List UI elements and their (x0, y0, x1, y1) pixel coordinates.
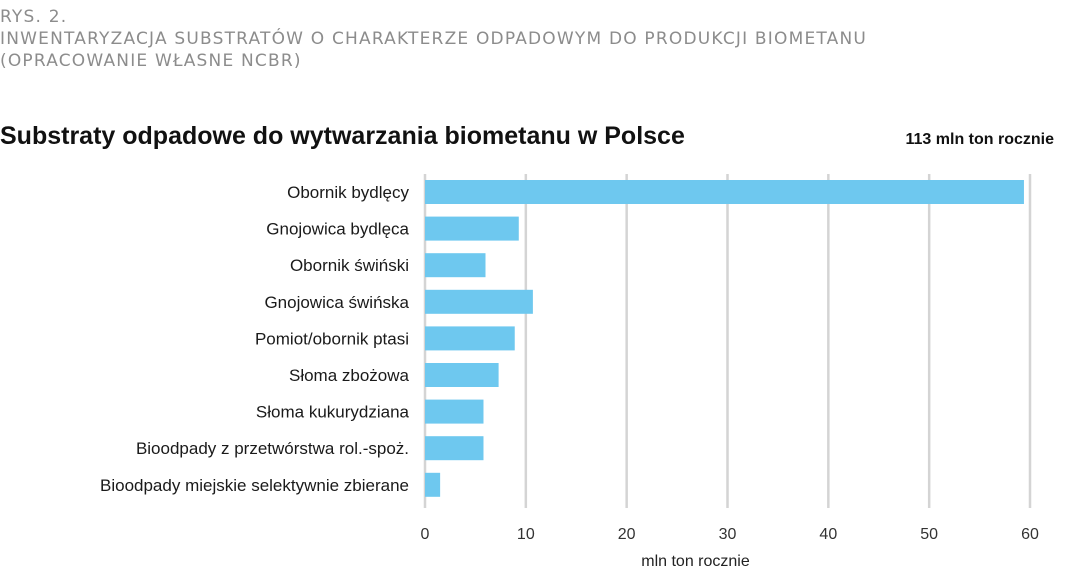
chart-title: Substraty odpadowe do wytwarzania biomet… (0, 122, 685, 150)
category-labels: Obornik bydlęcy Gnojowica bydlęca Obornik … (100, 183, 410, 495)
category-label: Bioodpady miejskie selektywnie zbierane (100, 476, 409, 495)
bar (425, 289, 533, 314)
figure-caption: RYS. 2. INWENTARYZACJA SUBSTRATÓW O CHAR… (0, 6, 867, 72)
x-tick-label: 50 (920, 526, 938, 543)
x-tick-label: 10 (517, 526, 535, 543)
category-label: Słoma zbożowa (289, 366, 410, 385)
x-tick-label: 30 (719, 526, 737, 543)
x-tick-label: 40 (819, 526, 837, 543)
bar (425, 180, 1024, 204)
bar (425, 472, 441, 497)
caption-line-1: RYS. 2. (0, 7, 68, 27)
x-tick-labels: 0 10 20 30 40 50 60 (421, 526, 1039, 543)
x-tick-label: 20 (618, 526, 636, 543)
x-tick-label: 0 (421, 526, 430, 543)
bar-layer (425, 180, 1024, 497)
category-label: Obornik świński (290, 256, 409, 275)
bar (425, 216, 519, 241)
category-label: Bioodpady z przetwórstwa rol.-spoż. (136, 439, 409, 458)
bar (425, 399, 484, 424)
category-label: Pomiot/obornik ptasi (255, 329, 409, 348)
category-label: Słoma kukurydziana (256, 403, 410, 422)
x-tick-label: 60 (1021, 526, 1039, 543)
bar (425, 363, 499, 387)
caption-line-2: INWENTARYZACJA SUBSTRATÓW O CHARAKTERZE … (0, 29, 868, 49)
bar (425, 253, 486, 278)
category-label: Gnojowica bydlęca (266, 220, 409, 239)
category-label: Gnojowica świńska (264, 293, 409, 312)
bar (425, 326, 515, 351)
category-label: Obornik bydlęcy (287, 183, 409, 202)
caption-line-3: (OPRACOWANIE WŁASNE NCBR) (0, 51, 302, 71)
chart-subtitle: 113 mln ton rocznie (905, 131, 1054, 148)
x-axis-label: mln ton rocznie (641, 553, 750, 570)
bar (425, 436, 484, 461)
